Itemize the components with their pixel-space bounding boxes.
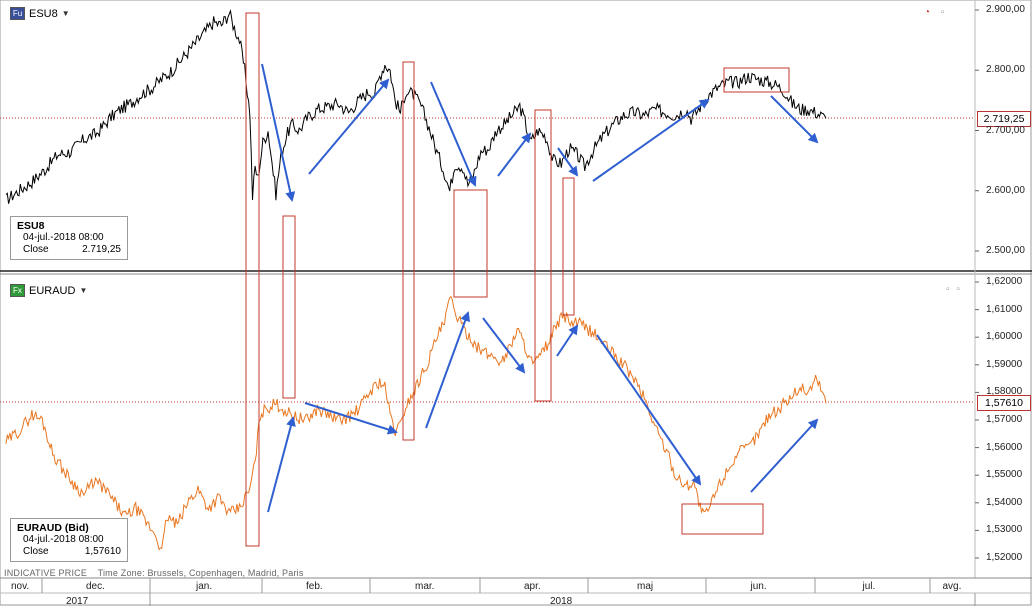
y-tick-label: 1,52000 — [986, 552, 1023, 563]
euraud-price-line — [5, 295, 827, 551]
futures-icon: Fu — [10, 7, 25, 20]
trend-arrow — [308, 78, 390, 175]
clock-icon[interactable]: ◔ — [924, 7, 931, 18]
info-close-label: Close — [23, 244, 49, 255]
y-tick-label: 1,61000 — [986, 303, 1023, 315]
bottom-symbol-label[interactable]: EURAUD — [29, 284, 76, 297]
x-tick-label: nov. — [11, 581, 30, 592]
year-label: 2018 — [550, 596, 573, 607]
trend-arrow — [425, 311, 470, 429]
x-tick-label: maj — [637, 581, 654, 592]
trend-arrow — [592, 98, 710, 182]
y-tick-label: 1,60000 — [986, 331, 1023, 343]
trend-arrow — [430, 81, 477, 187]
x-tick-label: feb. — [306, 581, 323, 592]
y-tick-label: 1,58000 — [986, 386, 1023, 398]
close-icon[interactable]: ▫ — [956, 284, 960, 295]
annotation-rect — [282, 215, 296, 399]
esu8-price-line — [5, 9, 827, 204]
trend-arrow — [750, 418, 819, 493]
info-date: 04-jul.-2018 08:00 — [23, 534, 104, 545]
annotation-rect — [453, 189, 488, 298]
y-tick-label: 1,53000 — [986, 524, 1023, 536]
info-date: 04-jul.-2018 08:00 — [23, 232, 104, 243]
annotation-rect — [562, 177, 575, 316]
top-panel-header[interactable]: Fu ESU8 ▼ — [10, 7, 70, 20]
timezone-label: Time Zone: Brussels, Copenhagen, Madrid,… — [97, 568, 304, 578]
x-tick-label: jun. — [750, 581, 767, 592]
trend-arrow — [304, 402, 398, 435]
info-close-value: 1,57610 — [84, 546, 121, 557]
bottom-panel-header[interactable]: Fx EURAUD ▼ — [10, 284, 87, 297]
annotation-rect — [534, 109, 552, 402]
x-tick-label: avg. — [942, 581, 962, 592]
y-tick-label: 2.600,00 — [986, 184, 1025, 196]
window-icon[interactable]: ▫ — [946, 284, 950, 295]
x-tick-label: jan. — [196, 581, 213, 592]
trend-arrow — [596, 334, 702, 486]
x-tick-label: apr. — [524, 581, 541, 592]
y-tick-label: 2.900,00 — [986, 4, 1025, 15]
y-tick-label: 1,57000 — [986, 414, 1023, 425]
annotation-rect — [723, 67, 790, 93]
info-name: EURAUD (Bid) — [17, 522, 89, 534]
y-tick-label: 1,54000 — [986, 496, 1023, 508]
window-icon[interactable]: ▫ — [940, 7, 945, 18]
y-tick-label: 1,56000 — [986, 441, 1023, 453]
chevron-down-icon[interactable]: ▼ — [79, 286, 88, 295]
x-tick-label: jul. — [862, 581, 876, 592]
info-close-label: Close — [23, 546, 49, 557]
info-name: ESU8 — [17, 220, 45, 232]
trend-arrow — [261, 63, 296, 202]
y-tick-label: 2.500,00 — [986, 245, 1025, 256]
info-close-value: 2.719,25 — [82, 244, 121, 255]
chevron-down-icon[interactable]: ▼ — [61, 9, 70, 18]
trend-arrow — [770, 95, 819, 144]
top-info-box: ESU8 04-jul.-2018 08:00 Close 2.719,25 — [10, 216, 128, 260]
indicative-label: INDICATIVE PRICE — [4, 568, 88, 578]
annotation-rect — [245, 12, 260, 547]
top-current-price: 2.719,25 — [977, 111, 1031, 127]
year-label: 2017 — [66, 596, 89, 607]
bottom-current-price: 1,57610 — [977, 395, 1031, 411]
fx-icon: Fx — [10, 284, 25, 297]
x-tick-label: mar. — [415, 581, 435, 592]
trend-arrow — [497, 132, 532, 177]
trend-arrow — [557, 147, 579, 177]
annotation-rect — [402, 61, 415, 441]
top-symbol-label[interactable]: ESU8 — [29, 7, 58, 20]
bottom-info-box: EURAUD (Bid) 04-jul.-2018 08:00 Close 1,5… — [10, 518, 128, 562]
y-tick-label: 2.700,00 — [986, 124, 1025, 136]
annotation-rect — [681, 503, 764, 535]
bottom-panel-icons: ▫ ▫ — [946, 284, 960, 295]
trend-arrow — [556, 324, 579, 357]
y-tick-label: 1,59000 — [986, 358, 1023, 370]
y-tick-label: 2.800,00 — [986, 64, 1025, 76]
footer-note: INDICATIVE PRICE Time Zone: Brussels, Co… — [4, 568, 312, 578]
x-tick-label: dec. — [86, 581, 105, 592]
y-tick-label: 1,55000 — [986, 469, 1023, 481]
trend-arrow — [267, 416, 296, 513]
trend-arrow — [482, 317, 526, 374]
top-panel-icons: ◔ ▫ — [924, 7, 944, 18]
y-tick-label: 1,62000 — [986, 276, 1023, 287]
